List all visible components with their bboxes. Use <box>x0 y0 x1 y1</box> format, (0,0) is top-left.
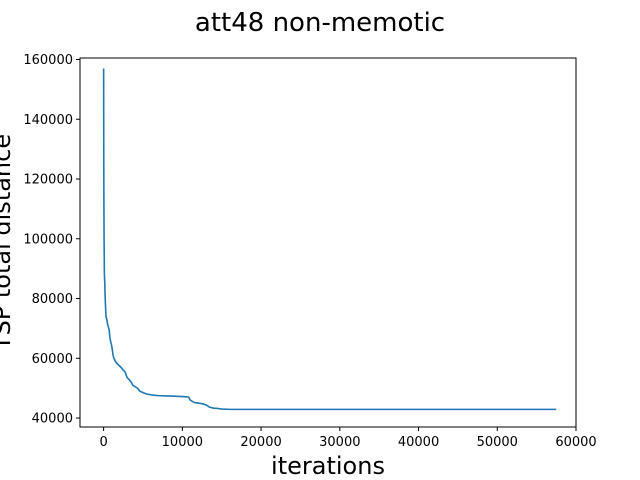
y-tick-label: 160000 <box>23 53 73 68</box>
y-tick-label: 140000 <box>23 113 73 128</box>
y-axis-ticks: 40000 60000 80000 100000 120000 140000 160000 <box>23 53 80 427</box>
x-tick-label: 50000 <box>477 435 518 450</box>
x-tick-label: 60000 <box>555 435 596 450</box>
x-tick-label: 0 <box>99 435 107 450</box>
plot-frame <box>79 57 577 428</box>
x-tick-label: 20000 <box>240 435 281 450</box>
chart-title: att48 non-memotic <box>195 8 445 38</box>
y-tick-label: 40000 <box>32 412 73 427</box>
x-tick-label: 40000 <box>398 435 439 450</box>
series-layer <box>102 68 557 411</box>
x-tick-label: 10000 <box>162 435 203 450</box>
y-tick-label: 80000 <box>32 292 73 307</box>
x-axis-ticks: 0 10000 20000 30000 40000 50000 60000 <box>99 427 597 450</box>
plot-background <box>80 58 576 427</box>
x-tick-label: 30000 <box>319 435 360 450</box>
y-tick-label: 100000 <box>23 232 73 247</box>
y-axis-label: TSP total distance <box>0 134 16 351</box>
y-tick-label: 60000 <box>32 352 73 367</box>
x-axis-label: iterations <box>271 452 385 480</box>
series-line <box>102 68 557 411</box>
y-tick-label: 120000 <box>23 173 73 188</box>
